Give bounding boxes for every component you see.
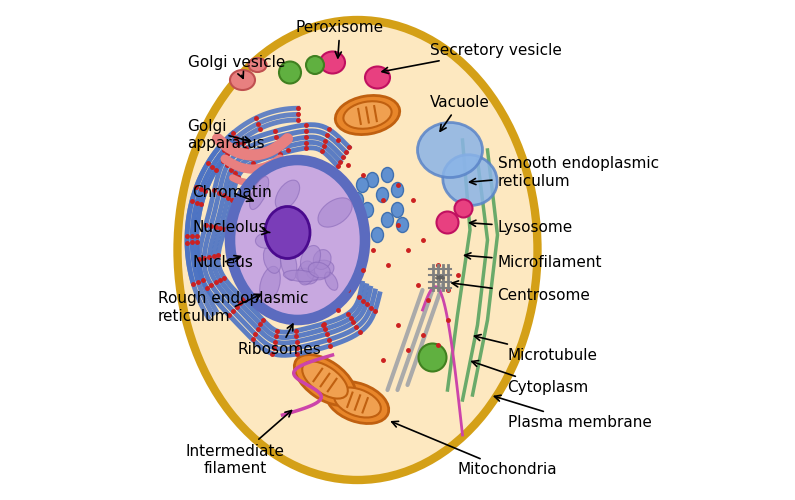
Ellipse shape	[335, 96, 400, 134]
Ellipse shape	[377, 188, 389, 202]
Ellipse shape	[296, 268, 317, 284]
Text: Vacuole: Vacuole	[430, 95, 490, 131]
Ellipse shape	[391, 202, 404, 218]
Text: Peroxisome: Peroxisome	[296, 20, 384, 58]
Ellipse shape	[230, 70, 255, 90]
Text: Rough endoplasmic
reticulum: Rough endoplasmic reticulum	[157, 292, 308, 324]
Text: Mitochondria: Mitochondria	[392, 422, 557, 478]
Ellipse shape	[281, 246, 297, 280]
Ellipse shape	[382, 212, 394, 228]
Ellipse shape	[417, 122, 483, 178]
Ellipse shape	[301, 246, 320, 272]
Ellipse shape	[418, 344, 447, 371]
Ellipse shape	[455, 200, 472, 218]
Ellipse shape	[313, 250, 331, 270]
Ellipse shape	[365, 66, 390, 88]
Ellipse shape	[275, 180, 300, 210]
Text: Intermediate
filament: Intermediate filament	[185, 410, 292, 476]
Ellipse shape	[284, 270, 318, 281]
Ellipse shape	[351, 192, 363, 208]
Ellipse shape	[320, 52, 345, 74]
Ellipse shape	[436, 212, 459, 234]
Text: Nucleus: Nucleus	[192, 255, 254, 270]
Ellipse shape	[263, 246, 281, 274]
Ellipse shape	[318, 198, 352, 227]
Text: Cytoplasm: Cytoplasm	[472, 360, 589, 395]
Ellipse shape	[443, 154, 497, 206]
Ellipse shape	[260, 266, 281, 302]
Ellipse shape	[294, 354, 355, 406]
Text: Plasma membrane: Plasma membrane	[494, 395, 651, 430]
Text: Chromatin: Chromatin	[192, 185, 272, 202]
Text: Nucleolus: Nucleolus	[192, 220, 270, 235]
Text: Centrosome: Centrosome	[452, 281, 591, 302]
Ellipse shape	[255, 232, 279, 248]
Ellipse shape	[297, 261, 315, 285]
Text: Ribosomes: Ribosomes	[238, 324, 321, 358]
Ellipse shape	[306, 56, 324, 74]
Ellipse shape	[307, 260, 334, 280]
Ellipse shape	[366, 172, 378, 188]
Ellipse shape	[397, 218, 409, 232]
Ellipse shape	[250, 176, 269, 210]
Ellipse shape	[371, 228, 383, 242]
Ellipse shape	[362, 202, 374, 218]
Ellipse shape	[302, 362, 348, 399]
Text: Microfilament: Microfilament	[464, 253, 602, 270]
Ellipse shape	[326, 382, 389, 424]
Ellipse shape	[249, 58, 266, 72]
Ellipse shape	[356, 178, 369, 192]
Text: Golgi
apparatus: Golgi apparatus	[188, 119, 265, 151]
Ellipse shape	[177, 20, 537, 480]
Ellipse shape	[232, 162, 363, 318]
Ellipse shape	[227, 158, 367, 322]
Text: Smooth endoplasmic
reticulum: Smooth endoplasmic reticulum	[470, 156, 658, 188]
Ellipse shape	[265, 206, 310, 258]
Ellipse shape	[279, 62, 301, 84]
Ellipse shape	[324, 272, 338, 290]
Text: Secretory vesicle: Secretory vesicle	[382, 42, 562, 74]
Ellipse shape	[382, 168, 394, 182]
Ellipse shape	[391, 182, 404, 198]
Text: Microtubule: Microtubule	[475, 334, 598, 362]
Ellipse shape	[308, 262, 330, 278]
Text: Lysosome: Lysosome	[470, 220, 572, 235]
Ellipse shape	[334, 388, 381, 418]
Text: Golgi vesicle: Golgi vesicle	[188, 55, 285, 78]
Ellipse shape	[343, 101, 392, 129]
